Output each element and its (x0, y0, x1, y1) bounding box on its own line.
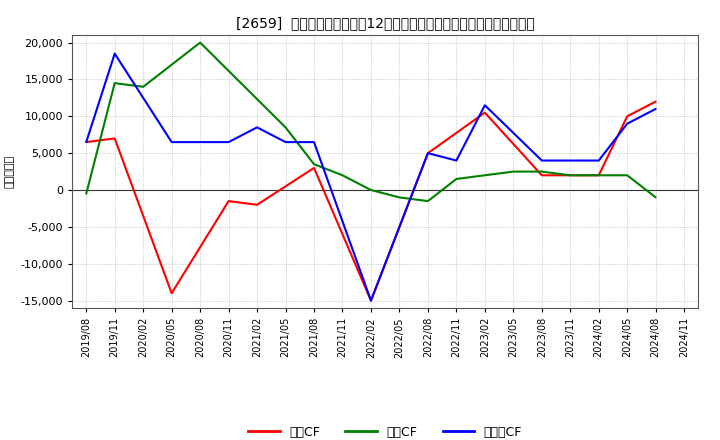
Y-axis label: （百万円）: （百万円） (5, 155, 15, 188)
Legend: 営業CF, 投資CF, フリーCF: 営業CF, 投資CF, フリーCF (243, 421, 527, 440)
Title: [2659]  キャッシュフローの12か月移動合計の対前年同期増減額の推移: [2659] キャッシュフローの12か月移動合計の対前年同期増減額の推移 (236, 16, 534, 30)
